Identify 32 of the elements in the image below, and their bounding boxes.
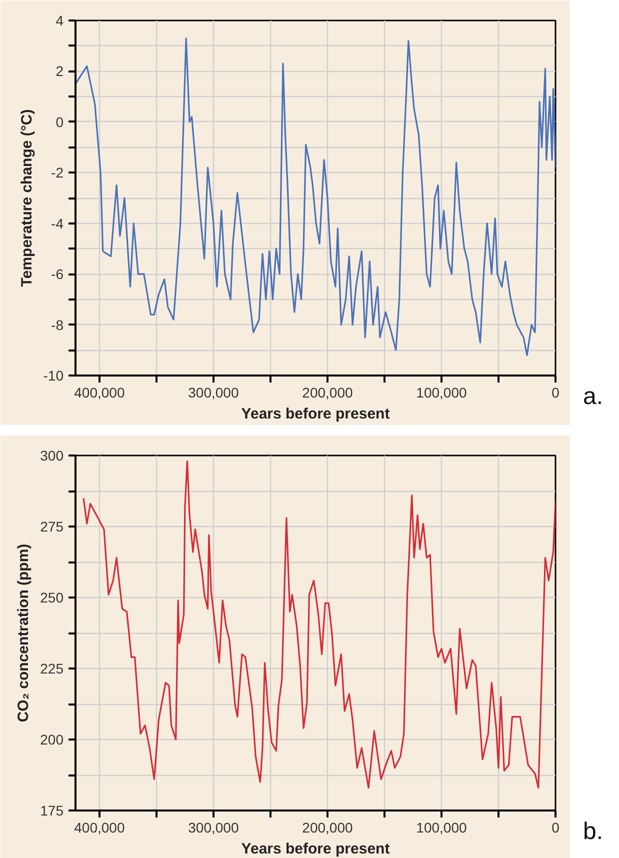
y-tick-label: 250	[40, 590, 64, 606]
y-tick-label: -8	[51, 316, 64, 333]
y-tick-label: -6	[51, 266, 64, 282]
x-tick-label: 400,000	[74, 820, 125, 836]
x-tick-label: 200,000	[302, 384, 353, 400]
y-tick-label: -2	[51, 164, 64, 181]
y-tick-label: 300	[40, 448, 64, 464]
x-tick-label: 0	[552, 384, 560, 400]
y-axis-title: CO₂ concentration (ppm)	[15, 544, 32, 722]
x-tick-label: 300,000	[188, 384, 239, 400]
y-tick-label: 4	[56, 12, 64, 28]
y-tick-label: 200	[40, 732, 64, 748]
y-tick-label: -10	[43, 368, 64, 384]
x-tick-label: 100,000	[416, 384, 468, 400]
x-tick-label: 300,000	[188, 820, 239, 836]
line-series	[76, 37, 556, 356]
y-tick-label: 175	[40, 802, 64, 818]
x-axis-title: Years before present	[241, 840, 390, 858]
x-tick-label: 400,000	[74, 384, 125, 400]
x-tick-label: 100,000	[416, 820, 468, 836]
y-tick-label: -4	[51, 215, 64, 232]
y-tick-label: 2	[56, 63, 64, 80]
text: b.	[583, 817, 604, 847]
x-tick-label: 200,000	[302, 820, 353, 836]
y-tick-label: 225	[40, 660, 64, 676]
line-series	[82, 460, 556, 789]
y-axis-title: Temperature change (°C)	[18, 109, 36, 287]
text: a.	[583, 382, 604, 412]
y-tick-label: 0	[56, 114, 64, 130]
x-tick-label: 0	[552, 820, 560, 836]
x-axis-title: Years before present	[241, 406, 390, 422]
y-tick-label: 275	[40, 518, 64, 534]
